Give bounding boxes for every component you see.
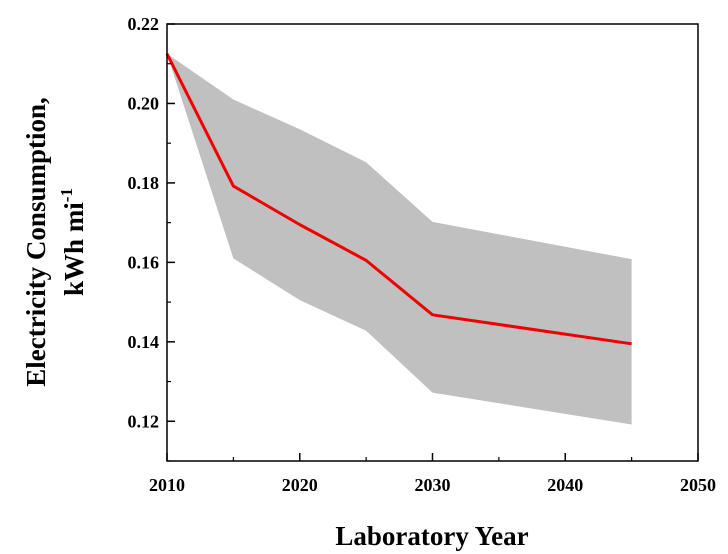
x-tick-label: 2030 (415, 475, 451, 495)
y-tick-label: 0.22 (128, 14, 160, 34)
y-tick-label: 0.16 (128, 252, 160, 272)
y-tick-label: 0.18 (128, 173, 160, 193)
x-tick-label: 2040 (547, 475, 583, 495)
uncertainty-band (167, 53, 632, 425)
y-axis-unit-base: kWh mi (59, 202, 89, 296)
x-tick-label: 2050 (680, 475, 716, 495)
y-axis-unit-superscript: -1 (57, 188, 76, 202)
y-axis-ticks: 0.12 0.14 0.16 0.18 0.20 0.22 (128, 14, 175, 462)
series-line (165, 53, 632, 346)
x-tick-label: 2010 (149, 475, 185, 495)
svg-text:kWh mi-1: kWh mi-1 (57, 188, 89, 296)
uncertainty-band-layer (167, 53, 632, 425)
y-axis-title: Electricity Consumption, (21, 97, 51, 387)
y-tick-label: 0.12 (128, 411, 160, 431)
x-axis-ticks: 2010 2020 2030 2040 2050 (149, 453, 716, 495)
y-tick-label: 0.20 (128, 93, 160, 113)
y-axis-title-line1: Electricity Consumption, (21, 97, 51, 387)
y-tick-label: 0.14 (128, 332, 160, 352)
y-axis-title-unit: kWh mi-1 (57, 188, 89, 296)
x-tick-label: 2020 (282, 475, 318, 495)
x-axis-title: Laboratory Year (335, 521, 528, 551)
